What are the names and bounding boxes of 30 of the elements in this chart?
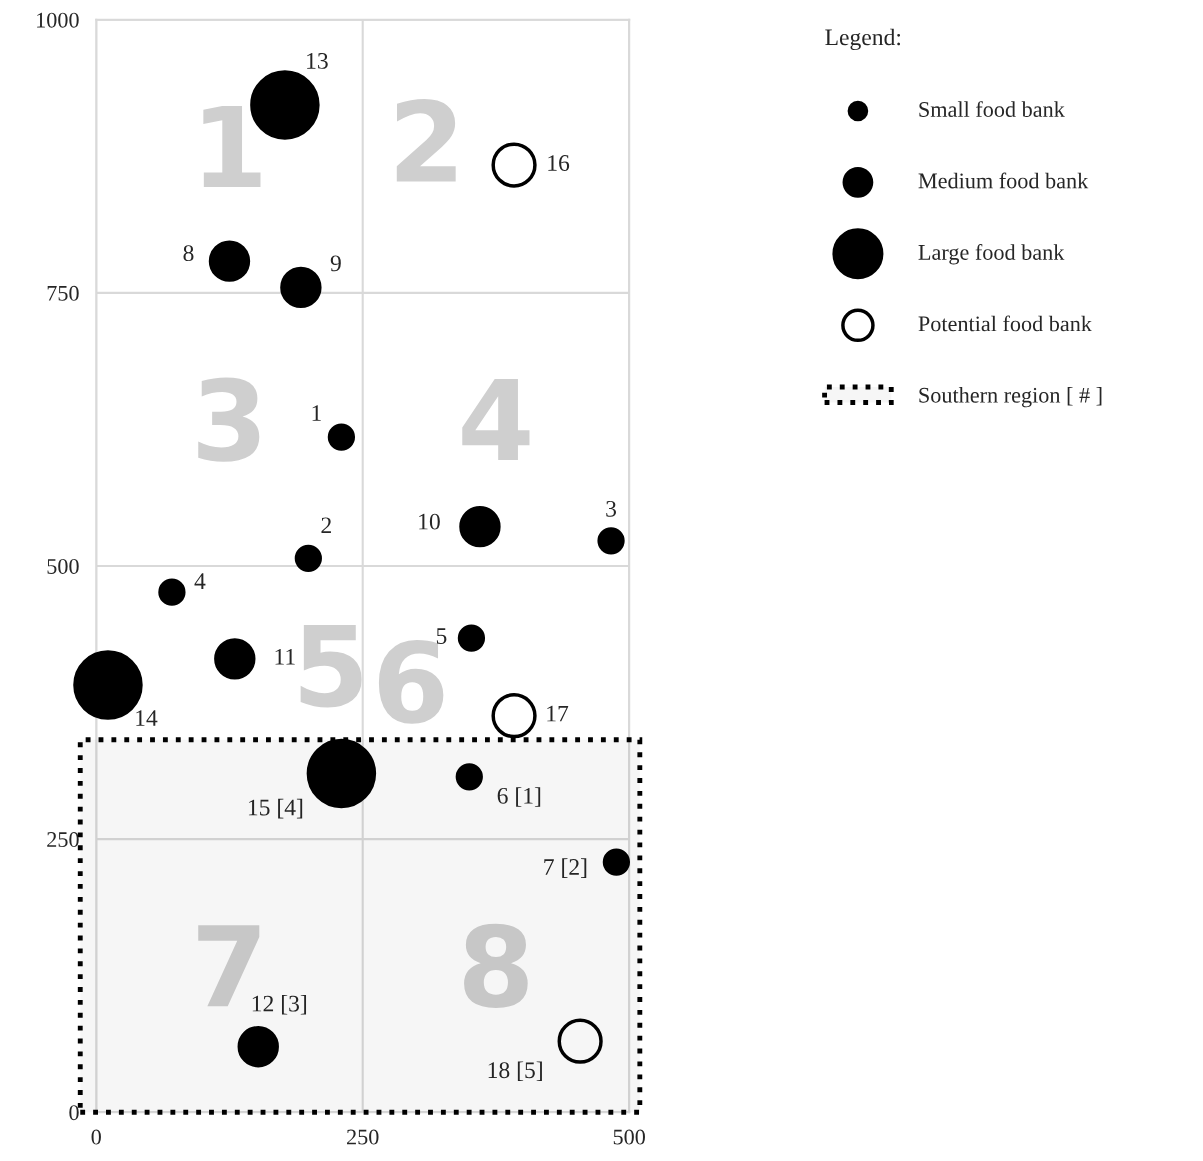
annotation: 2: [321, 517, 331, 534]
y-tick-label: 0: [69, 1105, 79, 1121]
annotation: 13: [307, 52, 328, 69]
legend-label: Small food bank: [919, 101, 1065, 117]
legend-label: Potential food bank: [918, 315, 1092, 332]
annotation: 15 [4]: [248, 798, 303, 819]
y-tick-label: 1000: [37, 12, 79, 28]
x-tick-label: 500: [613, 1129, 645, 1145]
annotation: 6 [1]: [497, 787, 541, 807]
annotation: 17: [547, 705, 569, 722]
annotation: 4: [194, 573, 206, 589]
annotation: 8: [183, 245, 194, 262]
y-tick-label: 250: [47, 832, 79, 848]
x-tick-label: 0: [91, 1129, 101, 1145]
y-tick-label: 750: [47, 285, 79, 301]
y-tick-label: 500: [47, 558, 79, 574]
annotation: 3: [606, 500, 617, 517]
legend-title: Legend:: [825, 28, 901, 51]
annotation: 16: [548, 155, 570, 171]
annotation: 11: [275, 648, 295, 665]
annotation: 7 [2]: [544, 858, 587, 878]
annotation: 9: [330, 255, 341, 272]
legend-label: Large food bank: [918, 244, 1065, 265]
annotation: 10: [419, 513, 440, 530]
annotation: 14: [136, 710, 158, 726]
x-tick-label: 250: [347, 1129, 379, 1145]
legend-label: Southern region [ # ]: [919, 387, 1102, 408]
annotation: 1: [312, 405, 321, 421]
annotation: 18 [5]: [488, 1061, 542, 1082]
legend-label: Medium food bank: [918, 172, 1089, 189]
